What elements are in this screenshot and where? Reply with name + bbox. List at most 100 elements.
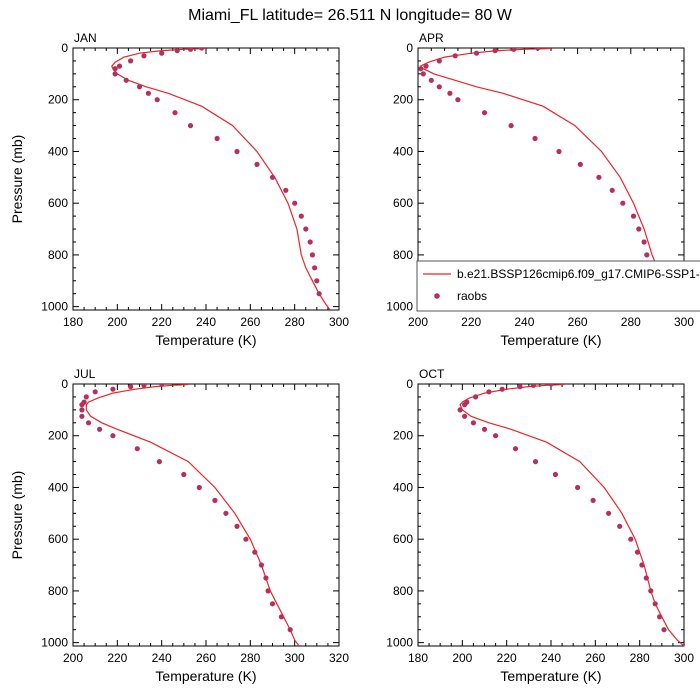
panel-title: APR bbox=[419, 31, 444, 45]
raobs-point bbox=[532, 459, 539, 465]
raobs-point bbox=[252, 549, 258, 555]
panel-title: JUL bbox=[74, 367, 96, 381]
y-tick-label: 600 bbox=[48, 196, 68, 210]
raobs-point bbox=[312, 265, 318, 271]
raobs-point bbox=[481, 426, 488, 432]
x-tick-label: 200 bbox=[63, 651, 83, 665]
x-tick-label: 200 bbox=[107, 315, 127, 329]
raobs-point bbox=[278, 614, 284, 620]
x-tick-label: 220 bbox=[497, 651, 517, 665]
y-axis-label: Pressure (mb) bbox=[9, 135, 25, 224]
model-profile-line bbox=[85, 384, 300, 646]
raobs-point bbox=[423, 63, 429, 69]
y-tick-label: 800 bbox=[48, 584, 68, 598]
series-layer bbox=[79, 384, 300, 646]
model-profile-line bbox=[111, 48, 331, 310]
x-tick-label: 260 bbox=[585, 651, 605, 665]
raobs-point bbox=[512, 446, 519, 452]
raobs-point bbox=[254, 161, 260, 167]
raobs-point bbox=[269, 601, 276, 607]
raobs-point bbox=[457, 407, 463, 413]
raobs-point bbox=[636, 226, 642, 232]
raobs-point bbox=[535, 48, 541, 51]
raobs-point bbox=[470, 420, 476, 426]
y-tick-label: 800 bbox=[393, 248, 413, 262]
raobs-point bbox=[172, 110, 178, 116]
raobs-point bbox=[292, 200, 298, 206]
chart-panel-apr: 200 220 240 260 280 300 0 200 400 600 800 1000 APR Te… bbox=[386, 31, 694, 348]
y-tick-label: 400 bbox=[48, 480, 68, 494]
raobs-point bbox=[212, 497, 218, 503]
y-tick-label: 0 bbox=[406, 41, 413, 55]
raobs-point bbox=[473, 50, 480, 56]
y-tick-label: 200 bbox=[393, 93, 413, 107]
raobs-point bbox=[508, 123, 514, 129]
raobs-point bbox=[652, 601, 658, 607]
x-tick-label: 220 bbox=[461, 315, 481, 329]
raobs-point bbox=[657, 614, 663, 620]
raobs-point bbox=[493, 433, 499, 439]
raobs-point bbox=[116, 63, 123, 69]
x-tick-label: 240 bbox=[196, 315, 216, 329]
raobs-point bbox=[269, 174, 276, 180]
panel-title: OCT bbox=[419, 367, 445, 381]
y-tick-label: 1000 bbox=[386, 636, 413, 650]
raobs-point bbox=[85, 420, 92, 426]
x-tick-label: 280 bbox=[621, 315, 641, 329]
raobs-point bbox=[79, 407, 85, 413]
raobs-point bbox=[316, 291, 322, 297]
chart-panel-oct: 180 200 220 240 260 280 300 0 200 400 600 800 1000 OC… bbox=[386, 367, 694, 684]
y-tick-label: 800 bbox=[48, 248, 68, 262]
y-tick-label: 400 bbox=[393, 144, 413, 158]
panel-title: JAN bbox=[74, 31, 97, 45]
raobs-point bbox=[532, 135, 538, 142]
raobs-point bbox=[556, 148, 562, 155]
raobs-point bbox=[128, 384, 134, 390]
raobs-point bbox=[141, 53, 147, 59]
y-tick-label: 1000 bbox=[41, 636, 68, 650]
raobs-point bbox=[196, 484, 202, 491]
raobs-point bbox=[112, 66, 118, 72]
x-tick-label: 240 bbox=[541, 651, 561, 665]
raobs-point bbox=[123, 77, 129, 83]
raobs-point bbox=[187, 123, 194, 129]
x-tick-label: 300 bbox=[285, 651, 305, 665]
legend-box bbox=[416, 260, 700, 312]
raobs-point bbox=[234, 523, 240, 529]
raobs-point bbox=[452, 53, 458, 59]
raobs-point bbox=[420, 71, 426, 77]
raobs-point bbox=[79, 413, 85, 419]
x-tick-label: 300 bbox=[674, 651, 694, 665]
y-tick-label: 200 bbox=[48, 429, 68, 443]
figure-title: Miami_FL latitude= 26.511 N longitude= 8… bbox=[188, 7, 513, 24]
raobs-point bbox=[552, 471, 559, 478]
raobs-point bbox=[214, 135, 220, 142]
raobs-point bbox=[455, 97, 461, 103]
raobs-point bbox=[617, 523, 623, 529]
x-tick-label: 320 bbox=[329, 651, 349, 665]
raobs-point bbox=[436, 84, 442, 90]
y-tick-label: 1000 bbox=[41, 300, 68, 314]
raobs-point bbox=[136, 84, 143, 90]
y-axis-label: Pressure (mb) bbox=[9, 471, 25, 560]
x-tick-label: 300 bbox=[674, 315, 694, 329]
y-tick-label: 0 bbox=[61, 377, 68, 391]
x-tick-label: 200 bbox=[408, 315, 428, 329]
raobs-point bbox=[436, 58, 442, 64]
x-tick-label: 260 bbox=[240, 315, 260, 329]
raobs-point bbox=[110, 433, 116, 439]
raobs-point bbox=[609, 187, 615, 193]
raobs-point bbox=[112, 71, 118, 77]
raobs-point bbox=[287, 627, 293, 633]
raobs-point bbox=[473, 394, 479, 400]
raobs-point bbox=[639, 562, 645, 568]
raobs-point bbox=[314, 278, 320, 284]
y-tick-label: 1000 bbox=[386, 300, 413, 314]
y-tick-label: 0 bbox=[406, 377, 413, 391]
x-axis-label: Temperature (K) bbox=[155, 332, 256, 348]
y-tick-label: 600 bbox=[393, 532, 413, 546]
legend-model-label: b.e21.BSSP126cmip6.f09_g17.CMIP6-SSP1-2.… bbox=[457, 267, 700, 281]
series-layer bbox=[111, 48, 331, 310]
